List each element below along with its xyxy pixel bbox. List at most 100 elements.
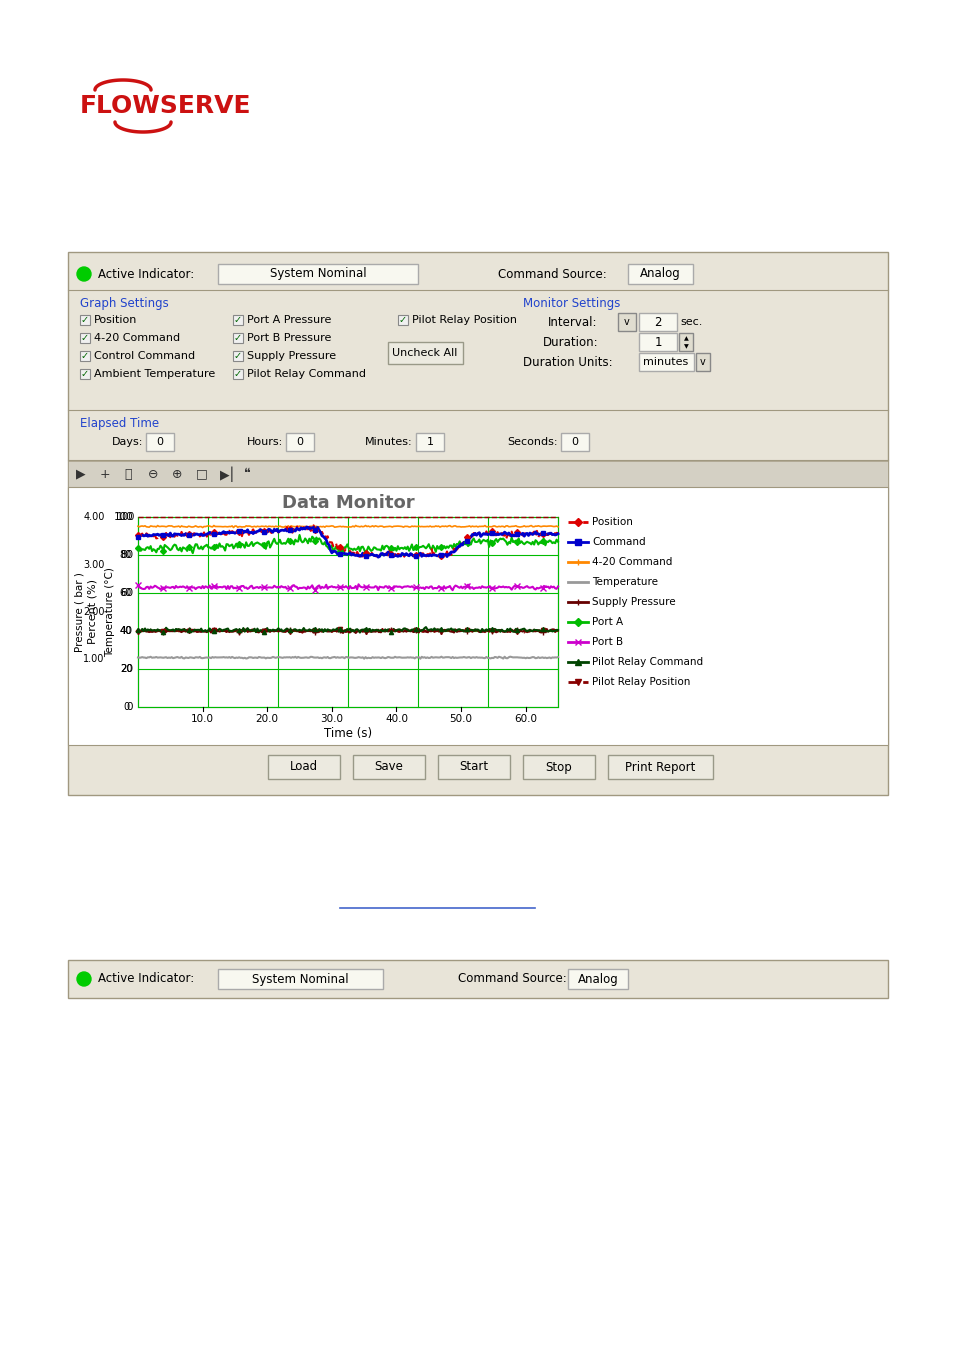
Circle shape — [77, 971, 91, 986]
Text: Port A: Port A — [592, 617, 622, 627]
Bar — [233, 369, 243, 380]
Text: 0: 0 — [296, 436, 303, 447]
Bar — [679, 332, 692, 351]
Text: Minutes:: Minutes: — [365, 436, 413, 447]
Text: ✓: ✓ — [81, 332, 89, 343]
Text: 100: 100 — [116, 512, 135, 521]
Bar — [68, 486, 887, 744]
Text: Pilot Relay Position: Pilot Relay Position — [412, 315, 517, 326]
Bar — [560, 434, 588, 451]
Bar — [627, 263, 692, 284]
Text: +: + — [100, 467, 111, 481]
Bar — [607, 755, 712, 780]
Text: Save: Save — [375, 761, 403, 774]
Text: ▶⎮: ▶⎮ — [220, 466, 236, 482]
Bar — [286, 434, 314, 451]
Text: Ambient Temperature: Ambient Temperature — [94, 369, 215, 380]
Bar — [639, 353, 693, 372]
Bar — [416, 434, 443, 451]
Text: Monitor Settings: Monitor Settings — [522, 297, 619, 311]
Text: Pilot Relay Command: Pilot Relay Command — [592, 657, 702, 667]
Text: Elapsed Time: Elapsed Time — [80, 417, 159, 431]
Text: Position: Position — [592, 517, 632, 527]
Bar — [68, 461, 887, 486]
Text: minutes: minutes — [642, 357, 687, 367]
Bar — [80, 315, 90, 326]
Bar — [397, 315, 408, 326]
Text: Active Indicator:: Active Indicator: — [98, 973, 194, 985]
Text: ✓: ✓ — [398, 315, 407, 326]
Text: Active Indicator:: Active Indicator: — [98, 267, 194, 281]
Text: Duration Units:: Duration Units: — [522, 355, 612, 369]
Text: 0: 0 — [571, 436, 578, 447]
Bar — [233, 332, 243, 343]
Text: Start: Start — [459, 761, 488, 774]
Text: ▼: ▼ — [683, 345, 688, 350]
Text: 20: 20 — [120, 663, 132, 674]
Text: 1.00: 1.00 — [83, 654, 105, 665]
Text: 40.0: 40.0 — [385, 713, 408, 724]
Text: 4-20 Command: 4-20 Command — [94, 332, 180, 343]
Text: ✓: ✓ — [233, 332, 242, 343]
Text: 4-20 Command: 4-20 Command — [592, 557, 672, 567]
Text: 30.0: 30.0 — [320, 713, 343, 724]
Text: Graph Settings: Graph Settings — [80, 297, 169, 311]
Text: 60: 60 — [120, 588, 132, 598]
Text: ▶: ▶ — [76, 467, 86, 481]
Bar — [218, 263, 417, 284]
Bar — [639, 313, 677, 331]
Bar — [437, 755, 510, 780]
Text: 60: 60 — [120, 588, 132, 598]
Text: 3.00: 3.00 — [83, 559, 105, 570]
Text: Analog: Analog — [639, 267, 679, 281]
Text: ✓: ✓ — [81, 369, 89, 380]
Text: 80: 80 — [120, 550, 132, 561]
Bar — [233, 351, 243, 361]
Text: ✓: ✓ — [233, 351, 242, 361]
Text: 20.0: 20.0 — [255, 713, 278, 724]
Bar — [353, 755, 424, 780]
Text: 4.00: 4.00 — [83, 512, 105, 521]
Text: 0: 0 — [127, 703, 132, 712]
Text: Interval:: Interval: — [547, 316, 597, 328]
Text: 2.00: 2.00 — [83, 607, 105, 617]
Text: Stop: Stop — [545, 761, 572, 774]
Text: ❝: ❝ — [244, 467, 251, 481]
Text: System Nominal: System Nominal — [252, 973, 348, 985]
Text: Port B Pressure: Port B Pressure — [247, 332, 331, 343]
Bar — [522, 755, 595, 780]
Text: Time (s): Time (s) — [324, 727, 372, 739]
Text: Position: Position — [94, 315, 137, 326]
Text: sec.: sec. — [679, 317, 701, 327]
Text: Load: Load — [290, 761, 317, 774]
Bar — [567, 969, 627, 989]
Text: ✓: ✓ — [81, 315, 89, 326]
Text: ✓: ✓ — [233, 315, 242, 326]
Text: 60.0: 60.0 — [514, 713, 537, 724]
Bar — [80, 351, 90, 361]
Text: Supply Pressure: Supply Pressure — [592, 597, 675, 607]
Text: 1: 1 — [654, 335, 661, 349]
Text: Data Monitor: Data Monitor — [281, 494, 414, 512]
Text: Command Source:: Command Source: — [497, 267, 606, 281]
Bar — [696, 353, 709, 372]
Text: ✓: ✓ — [233, 369, 242, 380]
Text: ⌕: ⌕ — [124, 467, 132, 481]
Text: Supply Pressure: Supply Pressure — [247, 351, 335, 361]
Text: Uncheck All: Uncheck All — [392, 349, 457, 358]
Text: □: □ — [195, 467, 208, 481]
Text: FLOWSERVE: FLOWSERVE — [80, 95, 252, 118]
Text: Print Report: Print Report — [624, 761, 695, 774]
Bar — [80, 332, 90, 343]
Bar — [138, 517, 558, 707]
Text: v: v — [700, 357, 705, 367]
Bar — [68, 961, 887, 998]
Text: ⊕: ⊕ — [172, 467, 182, 481]
Text: 40: 40 — [120, 626, 132, 636]
Text: 0: 0 — [123, 703, 129, 712]
Bar — [68, 253, 887, 794]
Text: 1: 1 — [426, 436, 433, 447]
Text: Percent (%): Percent (%) — [88, 580, 98, 644]
Bar — [618, 313, 636, 331]
Text: Command: Command — [592, 536, 645, 547]
